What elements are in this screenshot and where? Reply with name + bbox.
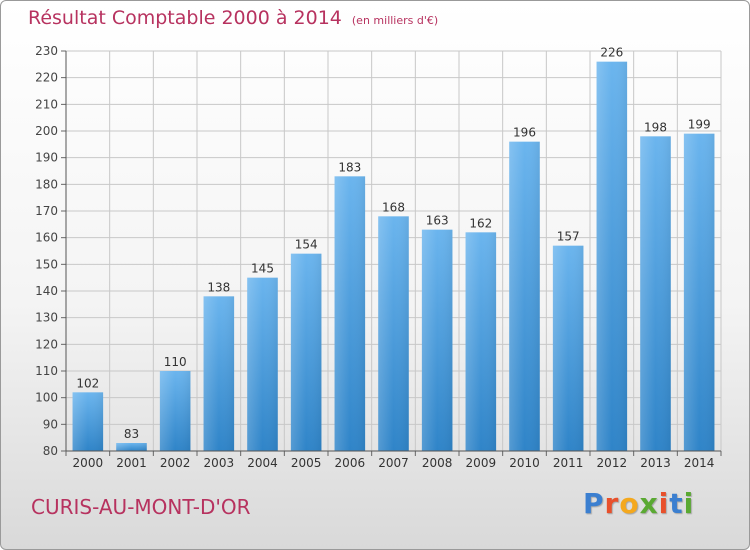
bar-shine-2006 xyxy=(334,176,366,452)
y-tick-label: 180 xyxy=(35,177,58,191)
y-tick-label: 220 xyxy=(35,71,58,85)
data-label-2011: 157 xyxy=(557,230,580,244)
bar-shine-2005 xyxy=(290,253,322,451)
bars: 102 83 110 138 145 154 183 168 163 162 196 157 226 19… xyxy=(72,46,715,452)
data-label-2008: 163 xyxy=(426,214,449,228)
y-tick-label: 110 xyxy=(35,364,58,378)
axes: 8090100110120130140150160170180190200210… xyxy=(35,44,722,470)
bar-shine-2002 xyxy=(159,371,191,451)
data-label-2004: 145 xyxy=(251,262,274,276)
chart-title-unit: (en milliers d'€) xyxy=(351,14,439,27)
chart-title-text: Résultat Comptable 2000 à 2014 xyxy=(28,7,342,29)
brand-letter: r xyxy=(604,487,620,520)
bar-shine-2009 xyxy=(465,232,497,451)
x-tick-label: 2002 xyxy=(160,456,191,470)
bar-shine-2000 xyxy=(72,392,104,451)
x-tick-label: 2012 xyxy=(597,456,628,470)
bar-shine-2013 xyxy=(640,136,671,452)
y-tick-label: 170 xyxy=(35,204,58,218)
data-label-2010: 196 xyxy=(513,126,536,140)
bar-shine-2003 xyxy=(203,296,235,451)
data-label-2009: 162 xyxy=(469,216,492,230)
brand-letter: x xyxy=(639,487,659,520)
x-tick-label: 2007 xyxy=(378,456,409,470)
x-tick-label: 2000 xyxy=(73,456,104,470)
data-label-2014: 199 xyxy=(688,118,711,132)
x-tick-label: 2010 xyxy=(509,456,540,470)
x-tick-label: 2011 xyxy=(553,456,584,470)
brand-letter: P xyxy=(583,487,605,520)
x-tick-label: 2013 xyxy=(640,456,671,470)
y-tick-label: 200 xyxy=(35,124,58,138)
data-label-2012: 226 xyxy=(600,46,623,60)
x-tick-label: 2008 xyxy=(422,456,453,470)
data-label-2013: 198 xyxy=(644,120,667,134)
brand-logo: Proxiti xyxy=(583,487,694,520)
x-tick-label: 2004 xyxy=(247,456,278,470)
y-tick-label: 100 xyxy=(35,391,58,405)
data-label-2003: 138 xyxy=(207,280,230,294)
bar-shine-2010 xyxy=(509,141,540,451)
bar-shine-2007 xyxy=(378,216,409,451)
bar-shine-2001 xyxy=(116,443,147,451)
data-label-2006: 183 xyxy=(338,160,361,174)
chart-title: Résultat Comptable 2000 à 2014 (en millie… xyxy=(28,7,438,29)
y-tick-label: 160 xyxy=(35,231,58,245)
brand-letter: i xyxy=(658,487,670,520)
y-tick-label: 120 xyxy=(35,337,58,351)
y-tick-label: 210 xyxy=(35,97,58,111)
y-tick-label: 230 xyxy=(35,44,58,58)
y-tick-label: 190 xyxy=(35,151,58,165)
data-label-2005: 154 xyxy=(295,238,318,252)
bar-shine-2012 xyxy=(596,61,628,452)
x-tick-label: 2009 xyxy=(466,456,497,470)
y-tick-label: 80 xyxy=(43,444,58,458)
data-label-2001: 83 xyxy=(124,427,139,441)
brand-letter: t xyxy=(669,487,684,520)
brand-letter: o xyxy=(619,487,640,520)
y-tick-label: 90 xyxy=(43,417,58,431)
y-tick-label: 140 xyxy=(35,284,58,298)
x-tick-label: 2001 xyxy=(116,456,147,470)
x-tick-label: 2003 xyxy=(204,456,235,470)
data-label-2007: 168 xyxy=(382,200,405,214)
x-tick-label: 2005 xyxy=(291,456,322,470)
bar-shine-2014 xyxy=(683,133,715,451)
y-tick-label: 150 xyxy=(35,257,58,271)
data-label-2000: 102 xyxy=(76,376,99,390)
brand-letter: i xyxy=(683,487,695,520)
bar-shine-2008 xyxy=(421,229,453,451)
x-tick-label: 2014 xyxy=(684,456,715,470)
y-tick-label: 130 xyxy=(35,311,58,325)
data-label-2002: 110 xyxy=(164,355,187,369)
x-tick-label: 2006 xyxy=(335,456,366,470)
commune-name: CURIS-AU-MONT-D'OR xyxy=(31,495,251,519)
bar-shine-2011 xyxy=(552,245,584,451)
bar-shine-2004 xyxy=(247,277,278,451)
